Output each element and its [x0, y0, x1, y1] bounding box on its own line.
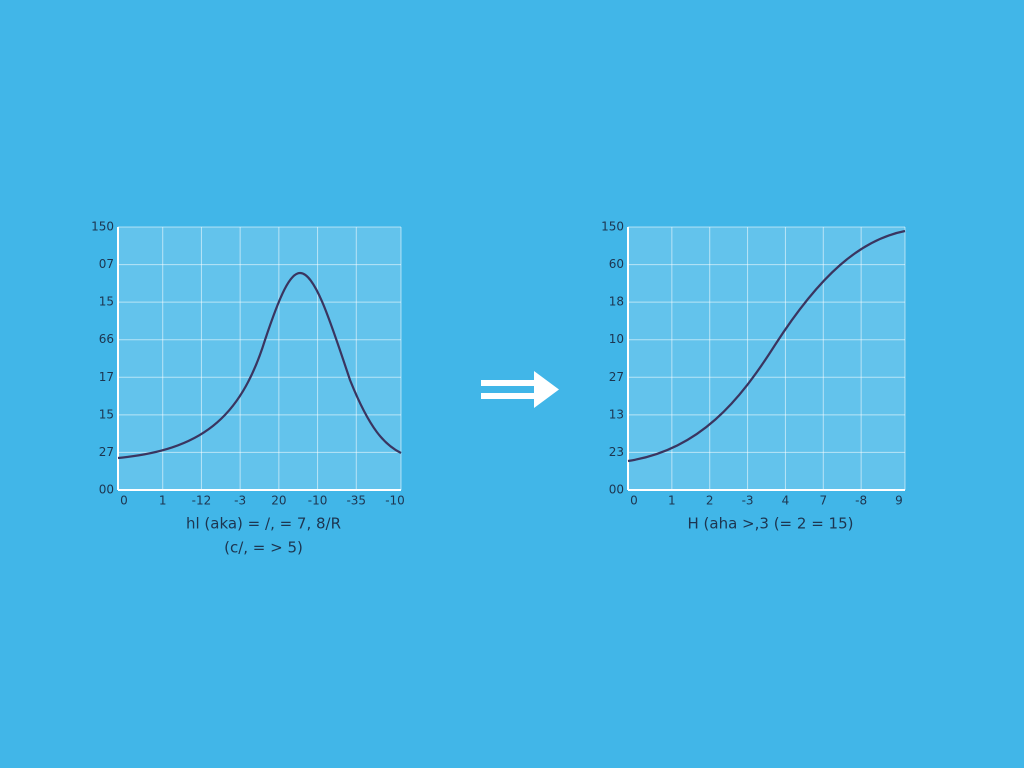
y-label: 00 — [99, 483, 114, 497]
x-label: 2 — [706, 494, 714, 508]
y-label: 23 — [609, 445, 624, 459]
x-label: 0 — [120, 494, 128, 508]
x-label: -3 — [234, 494, 246, 508]
arrow-head — [534, 371, 559, 408]
x-label: -10 — [308, 494, 328, 508]
arrow — [481, 371, 559, 408]
y-label: 66 — [99, 332, 114, 346]
y-label: 27 — [99, 445, 114, 459]
caption: (c/, = > 5) — [224, 539, 303, 557]
x-label: 20 — [271, 494, 286, 508]
x-label: -10 — [385, 494, 405, 508]
y-label: 27 — [609, 370, 624, 384]
y-label: 150 — [91, 220, 114, 234]
caption: H (aha >,3 (= 2 = 15) — [688, 515, 854, 533]
y-label: 60 — [609, 257, 624, 271]
curve — [627, 229, 906, 463]
x-label: -12 — [192, 494, 212, 508]
x-label: 9 — [895, 494, 903, 508]
y-label: 07 — [99, 257, 114, 271]
caption: hl (aka) = /, = 7, 8/R — [186, 515, 341, 533]
arrow-line — [481, 380, 539, 386]
y-label: 15 — [99, 295, 114, 309]
x-label: 7 — [819, 494, 827, 508]
y-label: 18 — [609, 295, 624, 309]
y-label: 150 — [601, 220, 624, 234]
x-label: 1 — [159, 494, 167, 508]
curve — [117, 271, 402, 460]
y-label: 13 — [609, 407, 624, 421]
y-label: 15 — [99, 407, 114, 421]
x-label: -35 — [346, 494, 366, 508]
x-label: -3 — [742, 494, 754, 508]
y-label: 00 — [609, 483, 624, 497]
x-label: 4 — [782, 494, 790, 508]
x-label: 0 — [630, 494, 638, 508]
x-label: 1 — [668, 494, 676, 508]
x-label: -8 — [855, 494, 867, 508]
arrow-line — [481, 393, 539, 399]
y-label: 17 — [99, 370, 114, 384]
y-label: 10 — [609, 332, 624, 346]
